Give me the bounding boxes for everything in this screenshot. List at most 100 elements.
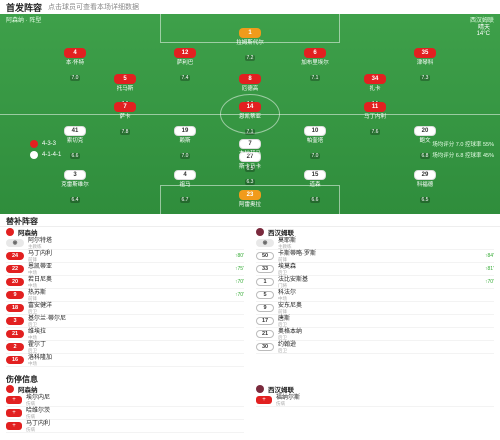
sub-position: 中场 — [28, 282, 37, 288]
injury-status: 伤病 — [26, 413, 35, 419]
weather-label: 晴天 — [477, 25, 490, 31]
away-coach-row[interactable]: ◉ 莫耶斯 主教练 — [256, 237, 494, 250]
injury-status: 伤病 — [26, 400, 35, 406]
sub-name: 科法尔 — [278, 289, 297, 296]
shirt-number: 20 — [414, 126, 436, 136]
sub-position: 中场 — [28, 360, 37, 366]
home-sub-row-0[interactable]: 24 马丁内利 前锋 ↑80' — [6, 250, 244, 263]
away-player-5[interactable]: 27 斯卡马卡 6.3 — [228, 152, 272, 188]
injury-status: 伤病 — [276, 400, 285, 406]
home-player-0[interactable]: 1 拉姆斯代尔 7.2 — [228, 28, 272, 64]
away-player-1[interactable]: 29 科福德 6.5 — [403, 170, 447, 206]
player-rating: 6.8 — [419, 153, 431, 159]
away-sub-row-3[interactable]: 5 科法尔 中场 — [256, 289, 494, 302]
home-sub-row-5[interactable]: 3 基尔兰·蒂尔尼 后卫 — [6, 315, 244, 328]
away-sub-row-4[interactable]: 9 安东尼奥 前锋 — [256, 302, 494, 315]
medical-cross-icon: + — [6, 396, 22, 404]
sub-number: 9 — [6, 291, 24, 299]
home-coach-row[interactable]: ◉ 阿尔特塔 主教练 — [6, 237, 244, 250]
player-name: 扎卡 — [369, 86, 381, 92]
player-name: 克雷斯维尔 — [61, 182, 89, 188]
shirt-number: 4 — [174, 170, 196, 180]
sub-position: 前锋 — [278, 256, 287, 262]
home-sub-row-6[interactable]: 21 维埃拉 中场 — [6, 328, 244, 341]
away-player-3[interactable]: 4 祖马 6.7 — [163, 170, 207, 206]
medical-cross-icon: + — [6, 422, 22, 430]
player-rating: 7.2 — [244, 55, 256, 61]
away-injury-column: 西汉姆联 + 福纳尔斯 伤病 — [250, 384, 500, 433]
player-name: 恩凯蒂亚 — [238, 114, 261, 120]
away-sub-row-2[interactable]: 1 法比安斯基 门将 ↑70' — [256, 276, 494, 289]
player-name: 萨利巴 — [176, 60, 194, 66]
away-player-9[interactable]: 41 索切克 6.6 — [53, 126, 97, 162]
home-subs-list: 24 马丁内利 前锋 ↑80' 22 恩凯蒂亚 中场 ↑75' 20 若日尼奥 中场 ↑70' 9 热苏斯… — [6, 250, 244, 367]
away-team-dot — [30, 151, 38, 159]
sub-name: 热苏斯 — [28, 289, 47, 296]
sub-minute: ↑80' — [234, 253, 244, 259]
player-name: 科福德 — [416, 182, 434, 188]
away-player-0[interactable]: 23阿雷奥拉6.9 — [228, 190, 272, 214]
sub-number: 20 — [6, 278, 24, 286]
home-player-4[interactable]: 35 津琴科 7.3 — [403, 48, 447, 84]
shirt-number: 11 — [364, 102, 386, 112]
away-injury-row-0[interactable]: + 福纳尔斯 伤病 — [256, 394, 494, 407]
home-sub-row-4[interactable]: 18 富安健洋 后卫 — [6, 302, 244, 315]
away-injury-team-name: 西汉姆联 — [268, 387, 294, 394]
player-rating: 7.1 — [309, 75, 321, 81]
home-subs-team-name: 阿森纳 — [18, 230, 38, 237]
medical-cross-icon: + — [6, 409, 22, 417]
shirt-number: 35 — [414, 48, 436, 58]
home-sub-row-2[interactable]: 20 若日尼奥 中场 ↑70' — [6, 276, 244, 289]
home-injury-row-2[interactable]: + 马丁内利 伤病 — [6, 420, 244, 433]
home-player-1[interactable]: 4 本·怀特 7.0 — [53, 48, 97, 84]
player-rating: 7.0 — [69, 75, 81, 81]
home-formation: 4-3-3 — [30, 140, 56, 148]
home-player-10[interactable]: 11 马丁内利 7.6 — [353, 102, 397, 138]
sub-number: 3 — [6, 317, 24, 325]
home-player-3[interactable]: 6 加布里埃尔 7.1 — [293, 48, 337, 84]
sub-number: 2 — [6, 343, 24, 351]
home-injury-column: 阿森纳 + 埃尔内尼 伤病 + 哈维尔茨 伤病 + 马丁内利 伤病 — [0, 384, 250, 433]
home-sub-row-8[interactable]: 16 洛科隆加 中场 — [6, 354, 244, 367]
player-name: 津琴科 — [416, 60, 434, 66]
page-title: 首发阵容 — [6, 2, 43, 13]
home-injury-row-1[interactable]: + 哈维尔茨 伤病 — [6, 407, 244, 420]
home-sub-row-7[interactable]: 2 霍尔丁 后卫 — [6, 341, 244, 354]
home-stats: 场均评分 7.0 控球率 55% — [432, 142, 494, 148]
injury-status: 伤病 — [26, 426, 35, 432]
home-subs-team: 阿森纳 — [6, 227, 244, 237]
away-player-7[interactable]: 10 帕奎塔 7.0 — [293, 126, 337, 162]
shirt-number: 10 — [304, 126, 326, 136]
home-player-8[interactable]: 7 萨卡 7.8 — [103, 102, 147, 138]
shirt-number: 41 — [64, 126, 86, 136]
home-subs-column: 阿森纳 ◉ 阿尔特塔 主教练 24 马丁内利 前锋 ↑80' 22 恩凯蒂亚 中场 ↑75' 2… — [0, 227, 250, 372]
pitch-top-bar: 阿森纳 · 阵型 西汉姆联 — [0, 14, 500, 24]
coach-icon: ◉ — [6, 239, 24, 247]
home-sub-row-1[interactable]: 22 恩凯蒂亚 中场 ↑75' — [6, 263, 244, 276]
sub-position: 后卫 — [278, 321, 287, 327]
home-injury-row-0[interactable]: + 埃尔内尼 伤病 — [6, 394, 244, 407]
away-player-8[interactable]: 19 赖斯 7.0 — [163, 126, 207, 162]
sub-name: 唐斯 — [278, 315, 291, 322]
away-sub-row-7[interactable]: 30 约翰逊 后卫 — [256, 341, 494, 354]
sub-name: 富安健洋 — [28, 302, 53, 309]
sub-position: 后卫 — [278, 269, 287, 275]
home-sub-row-3[interactable]: 9 热苏斯 前锋 ↑70' — [6, 289, 244, 302]
shirt-number: 12 — [174, 48, 196, 58]
away-sub-row-1[interactable]: 33 埃莫森 后卫 ↑81' — [256, 263, 494, 276]
home-player-2[interactable]: 12 萨利巴 7.4 — [163, 48, 207, 84]
shirt-number: 4 — [64, 48, 86, 58]
away-sub-row-5[interactable]: 17 唐斯 后卫 — [256, 315, 494, 328]
away-sub-row-0[interactable]: 50 卡斯蒂略·罗斯 前锋 ↑84' — [256, 250, 494, 263]
sub-position: 后卫 — [278, 334, 287, 340]
player-rating: 7.1 — [244, 129, 256, 135]
sub-number: 5 — [256, 291, 274, 299]
away-sub-row-6[interactable]: 21 奥格本纳 后卫 — [256, 328, 494, 341]
home-player-9[interactable]: 14 恩凯蒂亚 7.1 — [228, 102, 272, 138]
away-player-4[interactable]: 3 克雷斯维尔 6.4 — [53, 170, 97, 206]
sub-number: 21 — [6, 330, 24, 338]
away-player-10[interactable]: 7 本拉赫马 6.5 — [228, 139, 272, 175]
home-coach-role: 主教练 — [28, 243, 42, 249]
away-player-6[interactable]: 20 鲍文 6.8 — [403, 126, 447, 162]
away-player-2[interactable]: 15 道森 6.6 — [293, 170, 337, 206]
